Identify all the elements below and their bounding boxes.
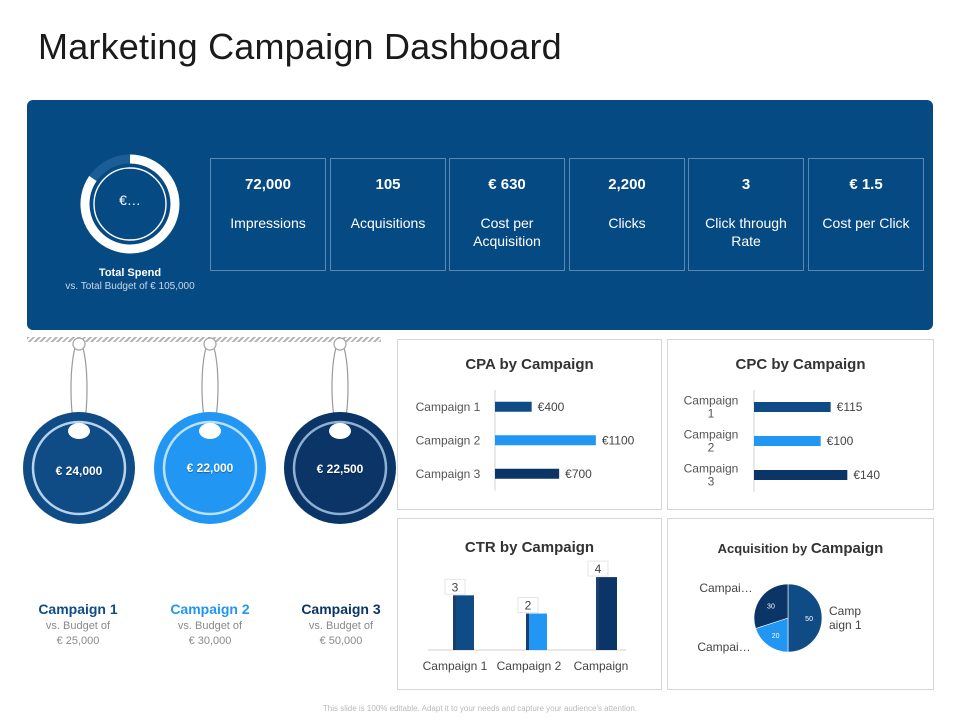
campaign-3-budget-label: vs. Budget of (308, 620, 374, 632)
campaign-2-tag: € 22,000 (153, 337, 267, 527)
data-label: €115 (837, 400, 863, 414)
category-label: Campaign 3 (684, 462, 739, 489)
campaign-3-spend: € 22,500 (316, 462, 364, 476)
data-label: €400 (538, 400, 565, 414)
slice-value-label: 50 (805, 616, 813, 623)
acquisition-pie-chart: 50 20 30 Camp aign 1 Campai… Campai… (697, 581, 862, 654)
kpi-card-cost-per-acquisition: € 630 Cost per Acquisition (449, 158, 565, 271)
kpi-value: 105 (375, 176, 401, 193)
data-label: €100 (827, 434, 854, 448)
kpi-label: Impressions (230, 215, 306, 231)
kpi-card-acquisitions: 105 Acquisitions (330, 158, 446, 271)
acquisition-chart-card: Acquisition by Campaign 50 20 30 Camp aign 1… (667, 518, 934, 690)
total-spend-title: Total Spend (98, 267, 162, 279)
campaign-1-budget-value: € 25,000 (56, 635, 100, 647)
campaign-1-tag: € 24,000 (22, 337, 136, 527)
slice-label: Camp aign 1 (829, 604, 862, 632)
data-label-box (444, 578, 466, 595)
data-label: 4 (595, 562, 602, 576)
slice-value-label: 20 (772, 633, 780, 640)
bar (599, 577, 617, 650)
data-label: €700 (565, 467, 592, 481)
category-label: Campaign 2 (684, 428, 739, 455)
bar (754, 402, 831, 412)
kpi-value: 2,200 (608, 176, 646, 193)
kpi-value: € 630 (488, 176, 526, 193)
category-label: Campaign 2 (416, 433, 481, 447)
campaign-3-tag: € 22,500 (283, 337, 397, 527)
cpa-chart: Campaign 1 €400 Campaign 2 €1100 Campaign 3 €… (416, 390, 635, 491)
bar (754, 436, 821, 446)
pie-slice (787, 583, 823, 653)
total-spend-donut (80, 154, 180, 254)
campaign-2-spend: € 22,000 (186, 461, 234, 475)
kpi-label: Acquisitions (350, 215, 426, 231)
kpi-value: 72,000 (245, 176, 291, 193)
kpi-card-clicks: 2,200 Clicks (569, 158, 685, 271)
bar-edge (526, 613, 529, 650)
bar (495, 435, 596, 446)
total-spend-subtitle: vs. Total Budget of € 105,000 (65, 281, 195, 292)
ctr-chart: 3 Campaign 1 2 Campaign 2 4 Campaign (423, 560, 629, 673)
page-title: Marketing Campaign Dashboard (38, 26, 562, 67)
campaign-2-budget-value: € 30,000 (188, 635, 232, 647)
cpc-chart-title: CPC by Campaign (735, 356, 866, 373)
cpa-chart-title: CPA by Campaign (465, 356, 594, 373)
kpi-card-cost-per-click: € 1.5 Cost per Click (808, 158, 924, 271)
category-label: Campaign 1 (684, 394, 739, 421)
total-spend-value: €… (119, 192, 141, 208)
campaign-1-spend: € 24,000 (55, 464, 103, 478)
slice-value-label: 30 (767, 604, 775, 611)
kpi-label: Clicks (608, 215, 646, 231)
bar (456, 595, 474, 650)
campaign-1-budget: vs. Budget of € 25,000 (18, 619, 138, 649)
campaign-1-budget-label: vs. Budget of (45, 620, 111, 632)
ctr-chart-title: CTR by Campaign (464, 539, 595, 556)
kpi-card-click-through-rate: 3 Click through Rate (688, 158, 804, 271)
bar-edge (596, 577, 599, 650)
footer-note: This slide is 100% editable. Adapt it to… (322, 704, 638, 713)
bar (529, 613, 547, 650)
kpi-label: Click through Rate (705, 215, 787, 249)
tag-hanger-bar (27, 337, 381, 342)
kpi-value: € 1.5 (849, 176, 883, 193)
bar-edge (453, 595, 456, 650)
campaign-3-budget-value: € 50,000 (319, 635, 363, 647)
data-label: €1100 (602, 433, 635, 447)
data-label: 3 (452, 580, 459, 594)
campaign-2-budget: vs. Budget of € 30,000 (150, 619, 270, 649)
slice-label: Campai… (699, 581, 752, 595)
cpc-chart-card: CPC by Campaign Campaign 1 €115 Campaign 2 €1… (667, 339, 934, 510)
acquisition-chart-title-prefix: Acquisition by (717, 541, 808, 556)
bar (495, 468, 560, 479)
campaign-2-name: Campaign 2 (170, 601, 250, 617)
data-label: €140 (853, 468, 880, 482)
category-label: Campaign 1 (416, 400, 481, 414)
campaign-3-budget: vs. Budget of € 50,000 (281, 619, 401, 649)
slice-label: Campai… (697, 640, 750, 654)
acquisition-chart-title: Acquisition by Campaign (668, 540, 933, 557)
data-label: 2 (525, 599, 532, 613)
category-label: Campaign 2 (497, 659, 562, 673)
campaign-2-budget-label: vs. Budget of (177, 620, 243, 632)
kpi-value: 3 (741, 176, 751, 193)
data-label-box (517, 597, 539, 614)
campaign-1-name: Campaign 1 (38, 601, 118, 617)
cpc-chart: Campaign 1 €115 Campaign 2 €100 Campaign 3 €140 (684, 390, 880, 492)
kpi-card-impressions: 72,000 Impressions (210, 158, 326, 271)
category-label: Campaign (574, 659, 629, 673)
pie-slice (755, 617, 789, 653)
bar (754, 470, 848, 480)
data-label-box (587, 560, 609, 577)
kpi-label: Cost per Click (822, 215, 910, 231)
kpi-label: Cost per Acquisition (473, 215, 541, 249)
cpa-chart-card: CPA by Campaign Campaign 1 €400 Campaign 2… (397, 339, 662, 510)
acquisition-chart-title-main: Campaign (810, 540, 884, 557)
category-label: Campaign 3 (416, 467, 481, 481)
category-label: Campaign 1 (423, 659, 488, 673)
bar (495, 401, 532, 412)
pie-slice (753, 583, 789, 629)
campaign-3-name: Campaign 3 (301, 601, 381, 617)
ctr-chart-card: CTR by Campaign 3 Campaign 1 2 Campaign 2 4 C… (397, 518, 662, 690)
